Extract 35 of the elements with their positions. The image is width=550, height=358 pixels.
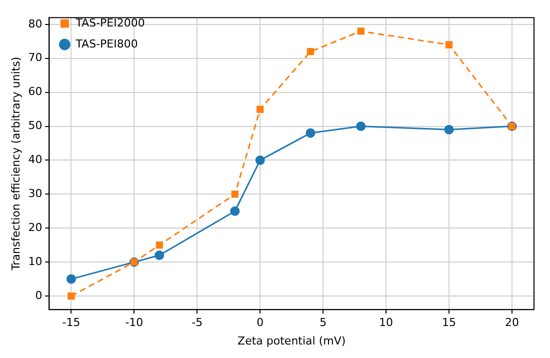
point [154, 250, 164, 260]
point [444, 124, 454, 134]
point [231, 190, 239, 198]
legend-label: TAS-PEI800 [74, 37, 138, 50]
y-tick-label: 40 [28, 153, 42, 166]
point [230, 206, 240, 216]
point [306, 128, 316, 138]
y-tick-label: 30 [28, 187, 42, 200]
y-tick-label: 80 [28, 17, 42, 30]
point [357, 28, 364, 35]
x-tick-label: 0 [256, 316, 264, 330]
point [356, 122, 366, 131]
y-tick-label: 20 [28, 220, 42, 234]
x-tick-label: 20 [504, 316, 519, 330]
point [445, 41, 453, 48]
point [306, 48, 314, 56]
y-tick-label: 70 [28, 51, 42, 64]
y-tick-label: 10 [28, 254, 42, 268]
legend-label: TAS-PEI2000 [74, 16, 145, 30]
x-tick-label: -10 [125, 316, 144, 330]
x-tick-label: -15 [62, 316, 80, 330]
y-tick-label: 60 [28, 85, 42, 98]
y-tick-label: 0 [35, 288, 42, 302]
x-tick-label: 5 [320, 316, 327, 330]
point [156, 242, 163, 249]
point [66, 274, 76, 284]
y-tick-label: 50 [28, 119, 42, 132]
x-tick-label: 15 [442, 316, 456, 330]
point [68, 292, 75, 300]
x-tick-label: 10 [379, 316, 394, 330]
point [255, 155, 265, 165]
point [256, 106, 264, 113]
x-axis-title: Zeta potential (mV) [238, 334, 346, 348]
y-axis-title: Transfection efficiency (arbitrary units) [9, 56, 22, 272]
x-tick-label: -5 [192, 316, 203, 330]
